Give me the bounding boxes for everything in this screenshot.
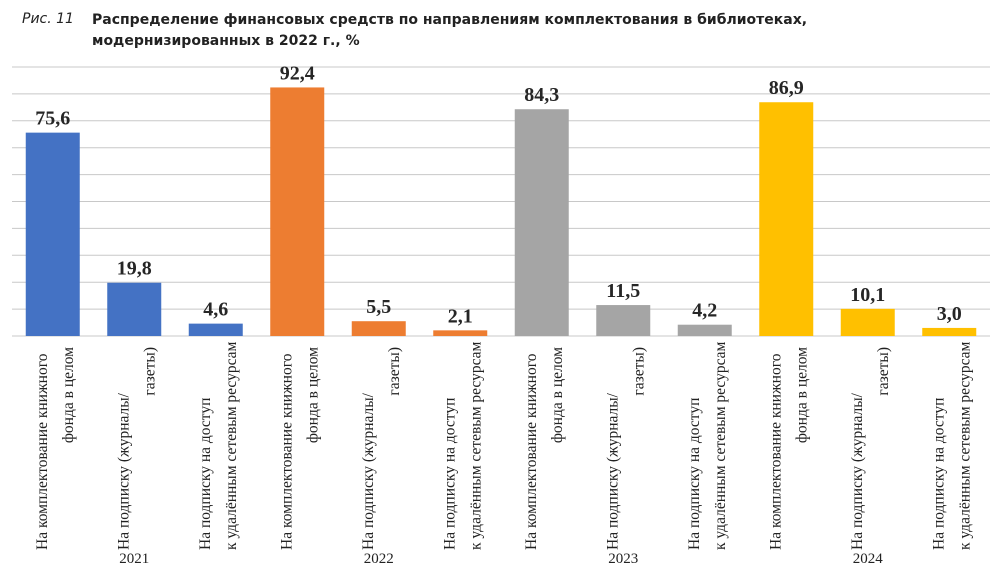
bar: [433, 330, 488, 336]
category-label-line: к удалённым сетевым ресурсам: [223, 341, 240, 550]
category-label-line: На подписку (журналы/: [360, 392, 377, 550]
data-label: 10,1: [850, 284, 885, 306]
category-label-line: На комплектование книжного: [278, 353, 295, 550]
data-label: 4,6: [203, 299, 228, 321]
category-label-line: На подписку на доступ: [441, 398, 458, 550]
category-label-line: На подписку (журналы/: [604, 392, 621, 550]
data-label: 3,0: [937, 303, 962, 325]
data-label: 4,2: [692, 300, 717, 322]
bar: [514, 109, 569, 336]
category-label-line: На подписку (журналы/: [115, 392, 132, 550]
data-label: 86,9: [769, 77, 804, 99]
category-label-line: газеты): [630, 347, 647, 396]
category-label: На подписку (журналы/газеты): [360, 347, 403, 550]
data-label: 92,4: [280, 62, 315, 84]
category-label-line: На подписку на доступ: [930, 398, 947, 550]
bar: [188, 323, 243, 336]
category-label: На подписку на доступ к удалённым сетевым…: [197, 341, 240, 550]
category-label: На комплектование книжного фонда в целом: [523, 347, 566, 550]
category-label: На комплектование книжного фонда в целом: [767, 347, 810, 550]
bar: [840, 308, 895, 336]
category-label-line: На комплектование книжного: [523, 353, 540, 550]
category-label-line: фонда в целом: [793, 347, 810, 443]
category-label-line: газеты): [386, 347, 403, 396]
data-label: 11,5: [606, 280, 640, 302]
data-label: 19,8: [117, 258, 152, 280]
category-label: На комплектование книжного фонда в целом: [34, 347, 77, 550]
bar: [677, 324, 732, 336]
category-label: На подписку на доступ к удалённым сетевым…: [930, 341, 973, 550]
bar: [596, 305, 651, 336]
category-label-line: На подписку (журналы/: [849, 392, 866, 550]
bar: [25, 132, 80, 336]
year-label: 2021: [119, 551, 149, 567]
category-label: На подписку (журналы/газеты): [849, 347, 892, 550]
header: Рис. 11 Распределение финансовых средств…: [22, 10, 972, 52]
bar: [270, 87, 325, 336]
category-label: На подписку на доступ к удалённым сетевым…: [441, 341, 484, 550]
category-label: На подписку (журналы/газеты): [115, 347, 158, 550]
category-label-line: На комплектование книжного: [34, 353, 51, 550]
category-label-line: фонда в целом: [549, 347, 566, 443]
year-label: 2023: [608, 551, 638, 567]
category-label: На подписку (журналы/газеты): [604, 347, 647, 550]
category-label-line: фонда в целом: [304, 347, 321, 443]
category-label: На подписку на доступ к удалённым сетевым…: [686, 341, 729, 550]
category-label-line: фонда в целом: [60, 347, 77, 443]
year-label: 2022: [364, 551, 394, 567]
category-label-line: газеты): [141, 347, 158, 396]
category-label-line: На подписку на доступ: [686, 398, 703, 550]
category-label-line: газеты): [875, 347, 892, 396]
figure-label: Рис. 11: [22, 11, 74, 27]
year-label: 2024: [853, 551, 884, 567]
category-label-line: к удалённым сетевым ресурсам: [956, 341, 973, 550]
category-label-line: к удалённым сетевым ресурсам: [467, 341, 484, 550]
chart-title: Распределение финансовых средств по напр…: [92, 12, 808, 49]
bar: [922, 327, 977, 336]
data-label: 2,1: [448, 305, 473, 327]
category-label-line: На комплектование книжного: [767, 353, 784, 550]
bar: [351, 321, 406, 336]
bar: [107, 282, 162, 336]
category-label-line: На подписку на доступ: [197, 398, 214, 550]
category-label-line: к удалённым сетевым ресурсам: [712, 341, 729, 550]
data-label: 84,3: [524, 84, 559, 106]
data-label: 75,6: [35, 108, 70, 130]
bar: [759, 102, 814, 336]
category-label: На комплектование книжного фонда в целом: [278, 347, 321, 550]
data-label: 5,5: [366, 296, 391, 318]
